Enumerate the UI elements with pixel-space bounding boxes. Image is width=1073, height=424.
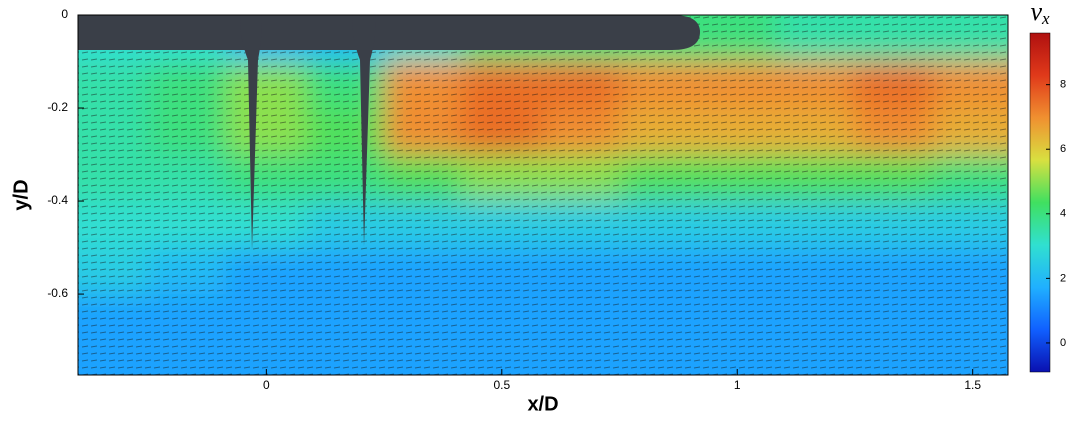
y-tick-label: -0.2: [47, 100, 68, 114]
colorbar: [1029, 32, 1051, 373]
body: [78, 15, 700, 50]
field: [78, 15, 1008, 375]
x-tick-label: 0: [263, 378, 270, 392]
y-tick-label: -0.4: [47, 193, 68, 207]
colorbar-title: vx: [1030, 0, 1050, 28]
plot-frame: [77, 14, 1009, 376]
colorbar-tick-label: 4: [1060, 208, 1066, 220]
blade: [240, 15, 262, 250]
x-tick-label: 0.5: [493, 378, 510, 392]
blade: [352, 15, 376, 246]
x-tick-label: 1.5: [964, 378, 981, 392]
colorbar-title-main: v: [1030, 0, 1042, 26]
colorbar-tick-label: 0: [1060, 337, 1066, 349]
colorbar-title-sub: x: [1041, 9, 1050, 28]
y-tick-label: -0.6: [47, 286, 68, 300]
vectors: [78, 15, 1008, 375]
x-tick-label: 1: [734, 378, 741, 392]
y-axis-title: y/D: [10, 179, 32, 210]
y-tick-label: 0: [61, 7, 68, 21]
colorbar-tick-label: 6: [1060, 143, 1066, 155]
x-axis-title: x/D: [527, 393, 558, 415]
colorbar-tick-label: 8: [1060, 79, 1066, 91]
colorbar-tick-label: 2: [1060, 272, 1066, 284]
